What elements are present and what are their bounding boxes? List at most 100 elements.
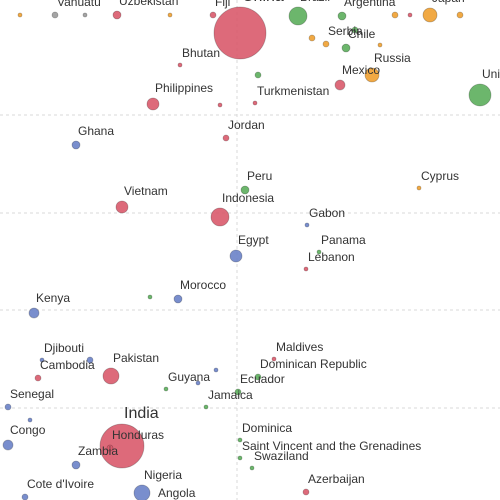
bubble [229,249,243,263]
bubble [364,67,380,83]
bubble [351,26,359,34]
bubble [115,200,129,214]
point-label: Ghana [78,124,114,138]
bubble [456,11,464,19]
point-label: Turkmenistan [257,84,329,98]
point-label: Brazil [300,0,330,4]
point-label: Nigeria [144,468,182,482]
bubble [163,386,169,392]
bubble [213,367,219,373]
bubble [71,140,81,150]
point-label: Argentina [344,0,396,9]
point-label: Cote d'Ivoire [27,477,94,491]
point-label: Kenya [36,291,70,305]
point-label: Jamaica [208,388,253,402]
bubble [177,62,183,68]
bubble [17,12,23,18]
bubble [468,83,492,107]
point-label: Peru [247,169,272,183]
bubble [222,134,230,142]
bubble [337,11,347,21]
bubble [210,207,230,227]
point-label: Dominican Republic [260,357,367,371]
point-label: Mexico [342,63,380,77]
point-label: Zambia [78,444,118,458]
bubble [86,356,94,364]
point-label: Egypt [238,233,269,247]
bubble [209,11,217,19]
point-label: Angola [158,486,196,500]
bubble [34,374,42,382]
bubble [133,484,151,500]
bubble [316,249,322,255]
point-label: Cyprus [421,169,459,183]
bubble [416,185,422,191]
bubble [51,11,59,19]
bubble [112,10,122,20]
point-label: Bhutan [182,46,220,60]
point-label: Morocco [180,278,226,292]
point-label: Vanuatu [57,0,101,9]
point-label: Chile [348,27,376,41]
bubble [195,380,201,386]
point-label: Ecuador [240,372,285,386]
bubble [254,373,262,381]
bubble [377,42,383,48]
bubble [304,222,310,228]
bubble [303,266,309,272]
point-label: Panama [321,233,366,247]
bubble [341,43,351,53]
bubble [249,465,255,471]
point-label: Jordan [228,118,265,132]
bubble [106,444,114,452]
point-label: Fiji [215,0,230,9]
bubble [99,423,145,469]
bubbles [2,6,492,500]
bubble [146,97,160,111]
point-label: Saint Vincent and the Grenadines [242,439,421,453]
bubble [203,404,209,410]
bubble [334,79,346,91]
bubble [217,102,223,108]
point-label: Dominica [242,421,292,435]
bubble [237,455,243,461]
point-label: Russia [374,51,411,65]
point-label: Philippines [155,81,213,95]
point-label: China [242,0,284,5]
bubble [302,488,310,496]
bubble [422,7,438,23]
point-label: Maldives [276,340,323,354]
bubble [147,294,153,300]
bubble [322,40,330,48]
bubble [254,71,262,79]
point-label: Gabon [309,206,345,220]
bubble [4,403,12,411]
point-label: Cambodia [40,358,95,372]
point-label: Honduras [112,428,164,442]
bubble [82,12,88,18]
bubble [71,460,81,470]
point-label: Pakistan [113,351,159,365]
point-label: United States [482,67,500,81]
point-label: Lebanon [308,250,355,264]
point-label: Japan [432,0,465,5]
bubble [21,493,29,500]
bubble [102,367,120,385]
bubble [391,11,399,19]
point-label: India [124,405,159,422]
bubble [407,12,413,18]
bubble [28,307,40,319]
point-label: Congo [10,423,46,437]
bubble [173,294,183,304]
bubble [308,34,316,42]
bubble [39,357,45,363]
bubble [167,12,173,18]
bubble [234,388,242,396]
bubble [252,100,258,106]
bubble [288,6,308,26]
point-label: Indonesia [222,191,274,205]
point-label: Senegal [10,387,54,401]
bubble [27,417,33,423]
point-label: Guyana [168,370,210,384]
